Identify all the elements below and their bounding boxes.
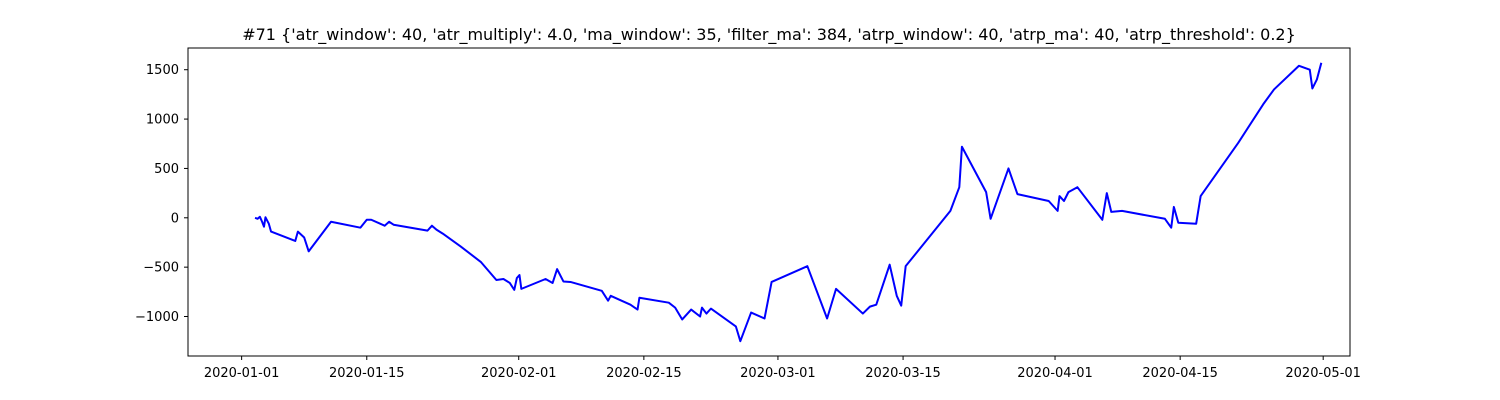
x-tick-label: 2020-03-15: [865, 366, 941, 381]
series-line-1: [254, 62, 1323, 343]
x-tick-label: 2020-04-15: [1142, 366, 1218, 381]
y-axis: −1000 −500 0 500 1000 1500: [135, 63, 188, 325]
x-axis: 2020-01-01 2020-01-15 2020-02-01 2020-02-15…: [204, 356, 1361, 381]
x-tick-label: 2020-02-01: [481, 366, 557, 381]
x-tick-label: 2020-05-01: [1285, 366, 1361, 381]
x-tick-label: 2020-01-15: [329, 366, 405, 381]
x-tick-label: 2020-02-15: [606, 366, 682, 381]
plot-frame: [187, 47, 1351, 357]
y-tick-label: −500: [143, 261, 179, 276]
x-tick-label: 2020-04-01: [1017, 366, 1093, 381]
y-tick-label: −1000: [135, 310, 179, 325]
x-tick-label: 2020-03-01: [740, 366, 816, 381]
plot-area: [187, 47, 1351, 357]
x-tick-label: 2020-01-01: [204, 366, 280, 381]
chart-title: #71 {'atr_window': 40, 'atr_multiply': 4…: [242, 25, 1296, 45]
y-tick-label: 1500: [146, 63, 179, 78]
y-tick-label: 0: [171, 211, 179, 226]
y-tick-label: 500: [154, 162, 179, 177]
y-tick-label: 1000: [146, 113, 179, 128]
